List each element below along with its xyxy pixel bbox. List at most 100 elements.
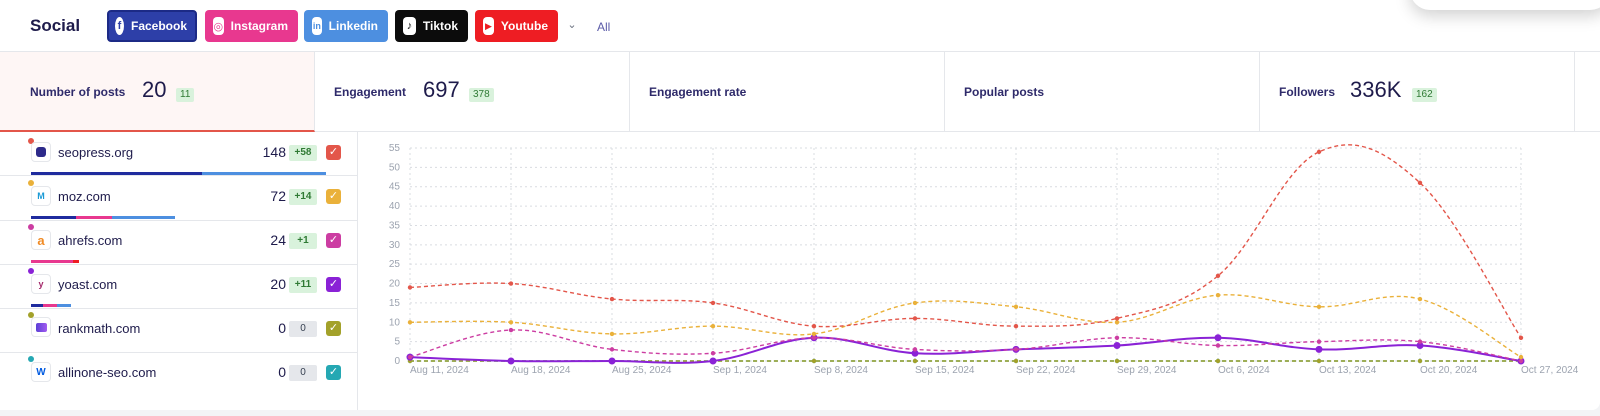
site-row-moz[interactable]: M moz.com 72 +14 ✓ [0,176,358,220]
series-point-4[interactable] [1215,358,1221,364]
series-point-1[interactable] [912,300,918,306]
series-point-4[interactable] [1114,358,1120,364]
series-point-3[interactable] [1113,342,1121,350]
series-point-2[interactable] [710,351,716,356]
series-point-2[interactable] [1114,335,1120,340]
site-row-ahrefs[interactable]: a ahrefs.com 24 +1 ✓ [0,220,358,264]
posts-line-chart: 0 5 10 15 20 25 30 35 40 45 50 55 Aug 11, 2024 Aug 1… [358,132,1600,410]
series-point-4[interactable] [1013,358,1019,364]
site-bar-linkedin [112,216,175,219]
site-name: allinone-seo.com [58,365,157,380]
series-point-4[interactable] [811,358,817,364]
series-point-0[interactable] [1114,316,1120,321]
series-point-3[interactable] [1214,334,1222,342]
series-point-1[interactable] [1215,292,1221,298]
series-point-0[interactable] [1417,180,1423,186]
site-checkbox[interactable]: ✓ [326,233,341,248]
series-point-0[interactable] [1316,149,1322,155]
series-point-3[interactable] [911,349,919,357]
series-point-4[interactable] [1417,358,1423,364]
series-point-0[interactable] [912,316,918,321]
site-delta-badge: +14 [289,189,317,205]
series-point-2[interactable] [912,347,918,352]
metric-engagement-rate[interactable]: Engagement rate [630,52,945,132]
series-point-3[interactable] [1315,345,1323,353]
site-checkbox[interactable]: ✓ [326,145,341,160]
series-point-1[interactable] [407,320,413,325]
filter-instagram-label: Instagram [230,19,288,33]
series-point-0[interactable] [407,285,413,290]
x-tick-label: Aug 11, 2024 [410,365,469,376]
overlay-shadow [1410,0,1600,10]
series-point-3[interactable] [507,357,515,365]
site-list: seopress.org 148 +58 ✓ M moz.com 72 +14 … [0,132,358,410]
site-color-dot [28,356,34,362]
series-point-1[interactable] [811,331,817,337]
filter-instagram-button[interactable]: ◎ Instagram [205,10,298,42]
metric-engagement[interactable]: Engagement 697 378 [315,52,630,132]
site-name: rankmath.com [58,321,141,336]
series-point-0[interactable] [1013,323,1019,329]
site-delta-badge: 0 [289,365,317,381]
series-point-0[interactable] [508,281,514,286]
chevron-down-icon[interactable]: ⌄ [567,19,577,31]
series-point-0[interactable] [710,300,716,306]
filter-youtube-button[interactable]: ▶ Youtube [475,10,558,42]
series-point-3[interactable] [709,357,717,365]
site-row-seopress[interactable]: seopress.org 148 +58 ✓ [0,132,358,176]
metric-number-of-posts[interactable]: Number of posts 20 11 [0,52,315,132]
series-point-2[interactable] [811,335,817,340]
series-point-4[interactable] [1316,358,1322,364]
site-color-dot [28,312,34,318]
series-point-1[interactable] [609,331,615,337]
site-bar-instagram [43,304,57,307]
series-point-1[interactable] [1114,320,1120,325]
all-networks-link[interactable]: All [597,20,611,34]
rankmath-favicon-icon [31,317,51,337]
series-point-2[interactable] [508,327,514,333]
x-tick-label: Sep 15, 2024 [915,365,975,376]
site-checkbox[interactable]: ✓ [326,189,341,204]
site-row-yoast[interactable]: y yoast.com 20 +11 ✓ [0,264,358,308]
site-count: 24 [270,232,286,248]
filter-facebook-button[interactable]: f Facebook [107,10,197,42]
series-point-2[interactable] [609,347,615,352]
filter-linkedin-button[interactable]: in Linkedin [304,10,388,42]
site-color-dot [28,180,34,186]
series-point-1[interactable] [1417,296,1423,302]
site-count: 0 [278,320,286,336]
site-count: 148 [262,144,286,160]
site-row-allinone-seo[interactable]: W allinone-seo.com 0 0 ✓ [0,352,358,396]
series-point-4[interactable] [912,358,918,364]
series-point-1[interactable] [1518,354,1524,360]
series-point-3[interactable] [1416,342,1424,350]
series-point-2[interactable] [407,354,413,360]
series-point-1[interactable] [710,323,716,329]
series-point-0[interactable] [811,323,817,329]
site-row-rankmath[interactable]: rankmath.com 0 0 ✓ [0,308,358,352]
series-point-1[interactable] [1316,304,1322,309]
site-checkbox[interactable]: ✓ [326,277,341,292]
chart-svg: 0 5 10 15 20 25 30 35 40 45 50 55 Aug 11, 2024 Aug 1… [389,143,1579,376]
series-point-2[interactable] [1518,358,1524,364]
series-point-0[interactable] [609,296,615,302]
metric-popular-posts[interactable]: Popular posts [945,52,1260,132]
series-point-0[interactable] [1518,335,1524,340]
metric-followers[interactable]: Followers 336K 162 [1260,52,1575,132]
series-point-2[interactable] [1215,343,1221,348]
series-point-2[interactable] [1417,339,1423,344]
youtube-icon: ▶ [483,17,494,35]
series-point-3[interactable] [608,357,616,365]
series-point-1[interactable] [508,320,514,325]
y-tick-label: 0 [394,356,400,367]
x-tick-label: Aug 25, 2024 [612,365,672,376]
site-checkbox[interactable]: ✓ [326,365,341,380]
filter-tiktok-button[interactable]: ♪ Tiktok [395,10,468,42]
x-tick-label: Aug 18, 2024 [511,365,571,376]
site-checkbox[interactable]: ✓ [326,321,341,336]
series-point-0[interactable] [1215,273,1221,278]
series-point-2[interactable] [1316,339,1322,344]
series-point-2[interactable] [1013,347,1019,352]
series-point-1[interactable] [1013,304,1019,309]
